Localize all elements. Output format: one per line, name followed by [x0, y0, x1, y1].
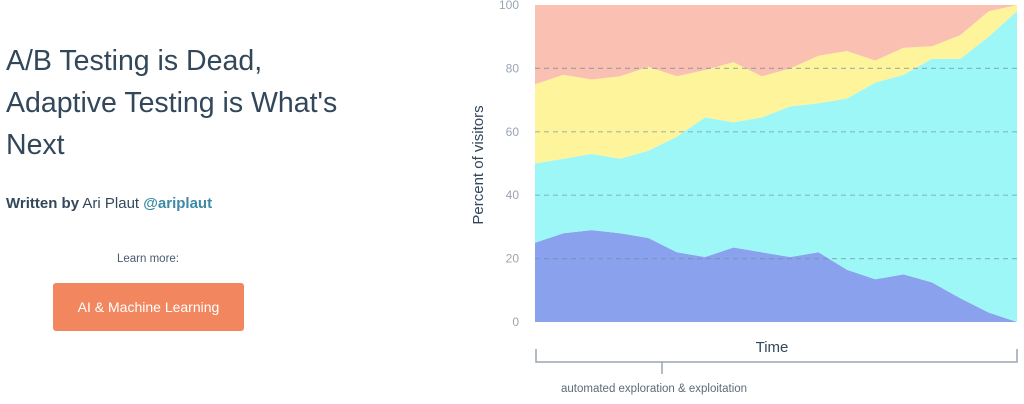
area-series-2 — [535, 11, 1017, 323]
byline-lead: Written by — [6, 195, 80, 212]
title-line: A/B Testing is Dead, — [6, 45, 263, 77]
y-tick-label: 0 — [512, 315, 519, 329]
title-line: Next — [6, 129, 65, 161]
y-axis-label: Percent of visitors — [470, 105, 487, 224]
author-handle-link[interactable]: @ariplaut — [143, 195, 213, 212]
y-axis-ticks: 0 20 40 60 80 100 — [499, 0, 519, 329]
topic-button[interactable]: AI & Machine Learning — [53, 283, 244, 331]
area-series-3 — [535, 5, 1017, 164]
y-tick-label: 40 — [506, 188, 520, 202]
cut-off-header-text — [0, 0, 110, 2]
article-title: A/B Testing is Dead, Adaptive Testing is… — [6, 40, 426, 166]
chart-areas — [535, 5, 1017, 323]
y-tick-label: 80 — [506, 61, 520, 75]
stacked-area-chart: 0 20 40 60 80 100 Percent of visitors Time au… — [470, 0, 1018, 395]
area-series-4 — [535, 5, 1017, 85]
chart-panel: 0 20 40 60 80 100 Percent of visitors Time au… — [455, 0, 1024, 404]
learn-more-label: Learn more: — [116, 253, 179, 265]
y-tick-label: 100 — [499, 0, 519, 12]
bracket-label: automated exploration & exploitation — [561, 383, 747, 395]
byline: Written by Ari Plaut @ariplaut — [6, 195, 212, 212]
x-axis-label: Time — [756, 339, 789, 356]
title-line: Adaptive Testing is What's — [6, 87, 338, 119]
article-header: A/B Testing is Dead, Adaptive Testing is… — [0, 0, 440, 404]
y-tick-label: 20 — [506, 252, 520, 266]
time-bracket — [535, 349, 1018, 374]
author-name[interactable]: Ari Plaut — [82, 195, 140, 212]
area-series-1 — [535, 230, 1017, 322]
y-tick-label: 60 — [506, 125, 520, 139]
